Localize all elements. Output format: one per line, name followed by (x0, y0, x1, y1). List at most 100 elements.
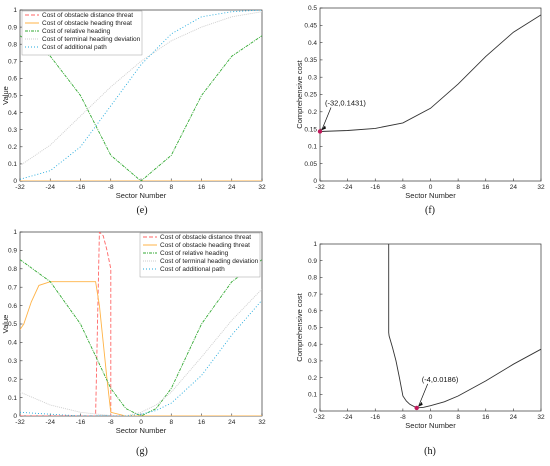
x-tick-label: 8 (169, 184, 173, 191)
annotation-label: (-4,0.0186) (422, 375, 459, 384)
x-tick-label: 16 (198, 184, 206, 191)
y-axis-label: Comprehensive cost (295, 59, 304, 128)
annotation-point (317, 129, 323, 134)
y-tick-label: 0.5 (308, 325, 317, 332)
y-tick-label: 1 (13, 7, 17, 14)
legend-entry: Cost of obstacle distance threat (160, 234, 251, 241)
x-tick-label: -24 (46, 419, 56, 426)
y-tick-label: 0.4 (8, 340, 17, 347)
panel-label: (f) (425, 205, 435, 216)
y-tick-label: 0.7 (308, 291, 317, 298)
y-axis-label: Value (1, 86, 10, 105)
series-line-comprehensive-cost (388, 244, 541, 409)
y-tick-label: 0 (13, 178, 17, 185)
panel-f: -32 -24 -16 -8 0 8 16 24 32 0 0.05 0.1 0.15 0.2 0.25 0.… (295, 5, 545, 216)
y-tick-label: 0.5 (8, 93, 17, 100)
y-tick-label: 0.3 (8, 358, 17, 365)
x-tick-label: 32 (258, 419, 266, 426)
y-tick-label: 0.2 (308, 109, 317, 116)
annotation-point (414, 405, 419, 411)
x-tick-label: 32 (258, 184, 266, 191)
x-axis-label: Sector Number (116, 191, 167, 200)
x-tick-label: -24 (343, 184, 353, 191)
panel-label: (g) (136, 446, 148, 457)
panel-e: -32 -24 -16 -8 0 8 16 24 32 0 0.1 0.2 0.3 0.4 0.5 0.6 0.… (1, 7, 266, 216)
y-tick-label: 0.2 (8, 144, 17, 151)
y-tick-label: 0 (313, 178, 317, 185)
x-tick-label: -32 (15, 184, 25, 191)
x-tick-label: -8 (108, 419, 114, 426)
annotation-arrowhead (321, 125, 326, 131)
series-line-comprehensive-cost (320, 14, 541, 132)
y-tick-label: 0.1 (308, 144, 317, 151)
y-axis-label: Comprehensive cost (295, 292, 304, 361)
legend-entry: Cost of additional path (160, 266, 225, 273)
x-tick-label: 8 (456, 414, 460, 421)
y-tick-label: 0.8 (308, 275, 317, 282)
x-axis-label: Sector Number (116, 426, 167, 435)
y-tick-label: 0.9 (8, 248, 17, 255)
plot-area (20, 232, 262, 416)
y-tick-label: 0.9 (8, 24, 17, 31)
x-tick-label: 24 (228, 419, 236, 426)
x-tick-label: 16 (198, 419, 206, 426)
x-tick-label: 8 (169, 419, 173, 426)
axes-frame (319, 7, 542, 182)
y-tick-label: 0.5 (8, 321, 17, 328)
y-tick-label: 0.2 (308, 375, 317, 382)
legend-entry: Cost of relative heading (42, 28, 111, 35)
y-tick-label: 0.7 (8, 59, 17, 66)
legend-entry: Cost of obstacle distance threat (42, 12, 133, 19)
y-tick-label: 0 (13, 413, 17, 420)
legend-entry: Cost of terminal heading deviation (42, 36, 141, 43)
x-tick-label: 0 (139, 419, 143, 426)
y-tick-label: 0.1 (8, 395, 17, 402)
x-tick-label: -8 (108, 184, 114, 191)
x-tick-label: -32 (315, 414, 325, 421)
x-tick-label: -8 (400, 414, 406, 421)
plot-area (320, 14, 541, 132)
x-tick-label: -32 (15, 419, 25, 426)
x-tick-label: -16 (76, 419, 86, 426)
series-line-cost-of-additional-path (20, 299, 262, 416)
legend-entry: Cost of terminal heading deviation (160, 258, 259, 265)
annotation-label: (-32,0.1431) (325, 98, 366, 107)
x-tick-label: 24 (510, 184, 518, 191)
x-tick-label: -24 (343, 414, 353, 421)
y-tick-label: 0.4 (308, 341, 317, 348)
series-line-cost-of-additional-path (20, 10, 262, 180)
x-tick-label: 32 (537, 414, 545, 421)
y-tick-label: 0.1 (8, 161, 17, 168)
x-tick-label: 24 (228, 184, 236, 191)
y-tick-label: 0.05 (304, 161, 317, 168)
x-axis-label: Sector Number (405, 191, 456, 200)
y-tick-label: 0.8 (8, 41, 17, 48)
y-tick-label: 0.45 (304, 23, 317, 30)
panel-g: -32 -24 -16 -8 0 8 16 24 32 0 0.1 0.2 0.3 0.4 0.5 0.6 0.… (1, 229, 266, 457)
x-tick-label: 32 (537, 184, 545, 191)
legend-entry: Cost of obstacle heading threat (160, 242, 250, 249)
x-tick-label: 0 (429, 184, 433, 191)
x-tick-label: -32 (315, 184, 325, 191)
x-tick-label: 16 (482, 414, 490, 421)
y-tick-label: 0.4 (8, 110, 17, 117)
legend-box (139, 232, 261, 278)
x-tick-label: -16 (371, 184, 381, 191)
y-tick-label: 0.5 (308, 5, 317, 12)
y-tick-label: 0.7 (8, 284, 17, 291)
legend-entry: Cost of obstacle heading threat (42, 20, 132, 27)
x-tick-label: -24 (46, 184, 56, 191)
x-tick-label: 24 (510, 414, 518, 421)
series-line-cost-of-obstacle-distance-threat (20, 232, 262, 416)
series-line-cost-of-obstacle-heading-threat (20, 281, 262, 416)
y-tick-label: 0.6 (8, 76, 17, 83)
annotation-arrowhead (417, 401, 423, 407)
axes-frame (319, 243, 542, 412)
legend-entry: Cost of additional path (42, 44, 107, 51)
series-line-cost-of-terminal-heading-deviation (20, 11, 262, 166)
y-axis-label: Value (1, 315, 10, 334)
x-tick-label: -16 (76, 184, 86, 191)
